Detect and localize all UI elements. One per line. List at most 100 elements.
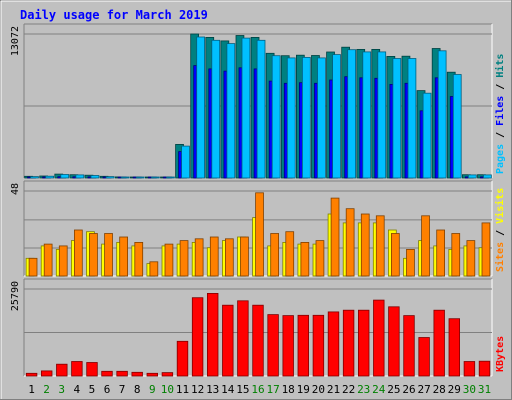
bar-kbytes-day-23 [357,309,370,377]
bar-sites-day-25 [390,233,400,277]
x-tick-label: 14 [221,383,235,396]
x-tick-label: 9 [149,383,156,396]
bar-pages-day-31 [483,174,492,179]
bar-kbytes-day-21 [327,311,340,377]
series-label-kbytes: KBytes [495,336,506,372]
bar-sites-day-14 [224,238,234,277]
bar-sites-day-20 [315,240,325,277]
bar-pages-day-14 [226,43,236,179]
bar-kbytes-day-25 [388,306,400,377]
x-tick-label: 28 [433,383,446,396]
series-label-part: KBytes [495,336,506,372]
x-tick-label: 31 [478,383,491,396]
x-tick-label: 21 [327,383,340,396]
x-tick-label: 26 [402,383,415,396]
x-tick-label: 11 [176,383,189,396]
bar-sites-day-31 [481,222,491,277]
bar-kbytes-day-13 [206,292,219,377]
bar-kbytes-day-22 [342,309,355,377]
bar-kbytes-day-30 [463,361,476,377]
bar-kbytes-day-12 [191,297,204,377]
bar-sites-day-5 [89,233,98,277]
x-tick-label: 22 [342,383,355,396]
y-max-label-visits-sites: 48 [10,183,21,195]
bar-sites-day-30 [466,240,476,277]
bar-sites-day-13 [209,236,219,277]
bar-pages-day-10 [166,176,175,179]
bar-kbytes-day-4 [71,361,83,377]
bar-kbytes-day-26 [403,315,415,377]
bar-sites-day-15 [240,236,249,277]
bar-pages-day-12 [196,36,205,179]
bar-sites-day-28 [436,229,446,277]
bar-pages-day-11 [181,145,190,179]
bar-sites-day-17 [270,233,280,277]
bar-kbytes-day-15 [237,300,249,377]
bar-sites-day-24 [375,215,385,277]
bar-pages-day-27 [422,92,432,179]
bar-pages-day-17 [271,55,281,179]
bar-pages-day-9 [150,176,160,179]
bar-sites-day-4 [74,229,83,277]
bar-pages-day-5 [90,175,100,179]
bar-pages-day-13 [211,39,221,179]
bar-sites-day-3 [58,245,68,277]
series-label-part: / [495,224,506,242]
y-max-label-kbytes: 25790 [10,281,21,311]
chart-title: Daily usage for March 2019 [20,8,208,22]
bar-pages-day-3 [60,174,70,179]
bar-kbytes-day-27 [418,337,430,377]
bar-pages-day-25 [392,58,402,179]
x-tick-label: 20 [312,383,325,396]
bar-sites-day-11 [179,240,189,277]
bar-sites-day-22 [345,208,355,277]
x-tick-label: 6 [104,383,111,396]
bar-kbytes-day-14 [222,304,234,377]
series-label-part: Hits [494,54,506,78]
bar-kbytes-day-5 [86,362,98,377]
x-tick-label: 17 [266,383,279,396]
series-label-part: / [495,78,506,96]
bar-kbytes-day-19 [297,314,310,377]
bar-kbytes-day-17 [267,314,279,377]
bar-sites-day-19 [300,241,310,277]
bar-pages-day-2 [45,175,55,179]
bar-sites-day-8 [134,241,144,277]
series-label-part: Pages [495,144,506,174]
bar-sites-day-1 [28,257,38,277]
bar-pages-day-22 [347,49,357,179]
series-label-hits-files-pages: Pages / Files / Hits [494,54,506,174]
bar-sites-day-27 [421,215,430,277]
bar-pages-day-7 [120,176,130,179]
x-tick-label: 7 [119,383,126,396]
x-tick-label: 19 [297,383,310,396]
bar-kbytes-day-10 [161,372,174,377]
x-tick-label: 30 [463,383,476,396]
bar-kbytes-day-2 [41,370,53,377]
bar-kbytes-day-29 [448,318,461,377]
bar-kbytes-day-24 [373,299,385,377]
bar-pages-day-23 [362,51,372,179]
bar-pages-day-30 [467,174,477,179]
bar-sites-day-7 [119,236,128,277]
bar-sites-day-18 [285,231,295,277]
bar-pages-day-4 [75,174,85,179]
x-tick-label: 24 [372,383,386,396]
bar-pages-day-8 [135,176,145,179]
bar-kbytes-day-3 [56,363,68,377]
x-tick-label: 27 [417,383,430,396]
bar-kbytes-day-9 [146,372,159,377]
x-tick-label: 3 [58,383,65,396]
bar-pages-day-26 [407,58,417,179]
series-label-part: Visits [494,188,506,224]
bar-kbytes-day-1 [25,372,38,377]
x-tick-label: 13 [206,383,219,396]
bar-pages-day-18 [286,57,296,179]
bar-sites-day-2 [43,243,53,277]
bar-pages-day-1 [30,176,39,179]
bar-pages-day-20 [317,57,326,179]
bar-pages-day-24 [377,51,387,179]
x-tick-label: 4 [73,383,80,396]
x-tick-label: 12 [191,383,204,396]
